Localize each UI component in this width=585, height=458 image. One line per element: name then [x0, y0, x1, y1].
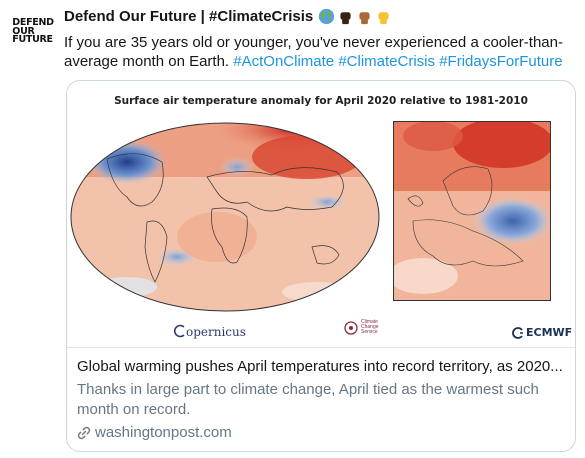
defend-our-future-logo: DEFEND OUR FUTURE	[12, 17, 54, 46]
display-name[interactable]: Defend Our Future | #ClimateCrisis	[64, 8, 314, 25]
card-title[interactable]: Global warming pushes April temperatures…	[77, 358, 563, 375]
avatar[interactable]: DEFEND OUR FUTURE	[9, 8, 57, 56]
c3s-wordmark: Climate Change Service	[361, 319, 379, 335]
map-title: Surface air temperature anomaly for Apri…	[114, 95, 528, 107]
ecmwf-emblem-icon	[512, 326, 523, 339]
c3s-logo: Climate Change Service	[344, 320, 391, 335]
tweet-body-text: If you are 35 years old or younger, you'…	[64, 34, 563, 70]
copernicus-c-icon	[173, 324, 185, 338]
hashtag-link[interactable]: #FridaysForFuture	[439, 53, 563, 70]
raised-fist-yellow-icon	[378, 12, 389, 25]
avatar-line: DEFEND	[12, 17, 54, 29]
card-description: Thanks in large part to climate change, …	[77, 381, 539, 418]
hashtag-link[interactable]: #ActOnClimate	[233, 53, 335, 70]
emoji-row	[318, 8, 392, 25]
card-body[interactable]: Global warming pushes April temperatures…	[67, 348, 575, 442]
card-domain[interactable]: washingtonpost.com	[95, 424, 232, 441]
raised-fist-medium-icon	[359, 12, 370, 25]
copernicus-logo: opernicus	[173, 324, 246, 339]
card-image[interactable]: Surface air temperature anomaly for Apri…	[67, 81, 575, 348]
hashtag-link[interactable]: #ClimateCrisis	[338, 53, 436, 70]
card-domain-link[interactable]: washingtonpost.com	[77, 423, 563, 442]
avatar-line: OUR	[12, 25, 35, 37]
raised-fist-dark-icon	[340, 12, 351, 25]
c3s-emblem-icon	[344, 320, 358, 335]
link-card[interactable]: Surface air temperature anomaly for Apri…	[66, 80, 576, 452]
world-temperature-map	[70, 122, 380, 312]
tweet-text: If you are 35 years old or younger, you'…	[64, 33, 574, 71]
tweet-header: Defend Our Future | #ClimateCrisis	[64, 8, 392, 25]
ecmwf-logo: ECMWF	[512, 326, 572, 339]
ecmwf-wordmark: ECMWF	[526, 326, 573, 339]
europe-temperature-map	[393, 121, 551, 301]
avatar-line: FUTURE	[12, 34, 53, 46]
link-icon	[77, 426, 91, 439]
copernicus-wordmark: opernicus	[186, 325, 246, 339]
globe-icon	[319, 8, 335, 25]
